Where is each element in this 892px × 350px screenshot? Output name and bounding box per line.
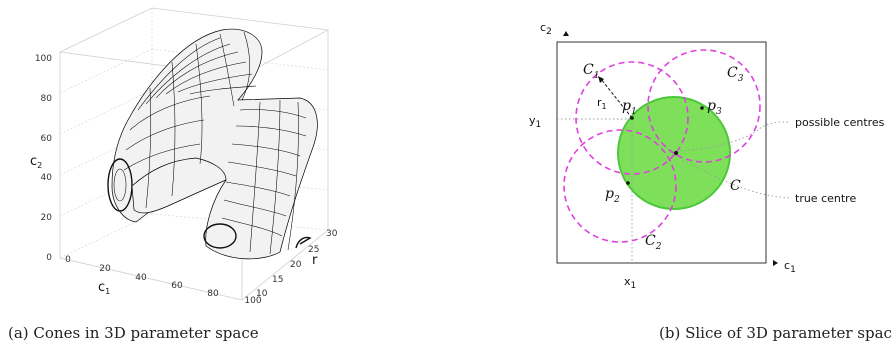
true-centre-point	[674, 151, 678, 155]
point-p3	[700, 106, 704, 110]
c2-axis-label: c2	[540, 21, 552, 37]
panel-a-caption: (a) Cones in 3D parameter space	[8, 324, 259, 342]
r-tick: 20	[290, 260, 302, 270]
label-c3: C3	[727, 65, 744, 84]
label-p1: p1	[622, 98, 637, 117]
c1-tick-labels: 0 20 40 60 80 100	[65, 255, 262, 306]
r-tick: 25	[308, 245, 319, 255]
c1-axis	[773, 260, 778, 266]
label-c: C	[730, 178, 741, 194]
point-p1	[630, 116, 634, 120]
c1-tick: 60	[171, 281, 183, 291]
c1-tick: 20	[99, 264, 111, 274]
c2-axis-label: c2	[30, 154, 42, 170]
point-p2	[626, 181, 630, 185]
panel-b: c2 c1 C1 C3 C2 C p1 p2 p3 r1 y1	[529, 21, 892, 342]
c2-tick: 20	[41, 213, 53, 223]
c2-tick: 0	[46, 253, 52, 263]
c1-tick: 100	[244, 296, 261, 306]
label-c2: C2	[645, 233, 662, 252]
radius-arrow-icon	[598, 76, 604, 83]
r-tick: 30	[326, 229, 338, 239]
c2-axis	[563, 31, 569, 36]
c1-tick: 40	[135, 273, 147, 283]
c1-axis-label: c1	[98, 280, 110, 296]
cone-surface	[107, 28, 318, 260]
true-centre-leader	[675, 155, 791, 199]
true-centre-label: true centre	[795, 192, 856, 205]
candidate-circle-c2	[563, 129, 677, 243]
c2-tick: 80	[41, 94, 53, 104]
label-x1: x1	[624, 275, 636, 291]
radius-line	[600, 78, 633, 119]
label-c1: C1	[583, 62, 599, 81]
label-y1: y1	[529, 114, 541, 130]
r-tick: 15	[272, 275, 283, 285]
possible-centres-leader	[675, 121, 791, 152]
c2-tick: 60	[41, 134, 53, 144]
c2-tick-labels: 100 80 60 40 20 0	[35, 54, 52, 263]
candidate-circle-c1	[575, 61, 689, 175]
panel-b-caption: (b) Slice of 3D parameter space	[659, 324, 892, 342]
c1-tick: 80	[207, 289, 219, 299]
slice-frame	[556, 41, 767, 264]
panel-a: 0 20 40 60 80 100 100 80 60 40 20 0 30 2…	[8, 7, 338, 342]
r-axis-label: r	[312, 253, 318, 268]
c2-tick: 40	[41, 173, 53, 183]
c1-tick: 0	[65, 255, 71, 265]
c2-axis-arrow-icon	[563, 31, 569, 36]
c2-tick: 100	[35, 54, 52, 64]
possible-centres-label: possible centres	[795, 116, 885, 129]
c1-axis-arrow-icon	[773, 260, 778, 266]
label-p3: p3	[707, 98, 722, 117]
label-r1: r1	[597, 96, 607, 111]
r-tick: 10	[256, 289, 268, 299]
r-tick-labels: 30 25 20 15 10	[256, 229, 338, 299]
c1-axis-label: c1	[784, 259, 796, 275]
candidate-circle-c3	[647, 49, 761, 163]
label-p2: p2	[605, 186, 620, 205]
